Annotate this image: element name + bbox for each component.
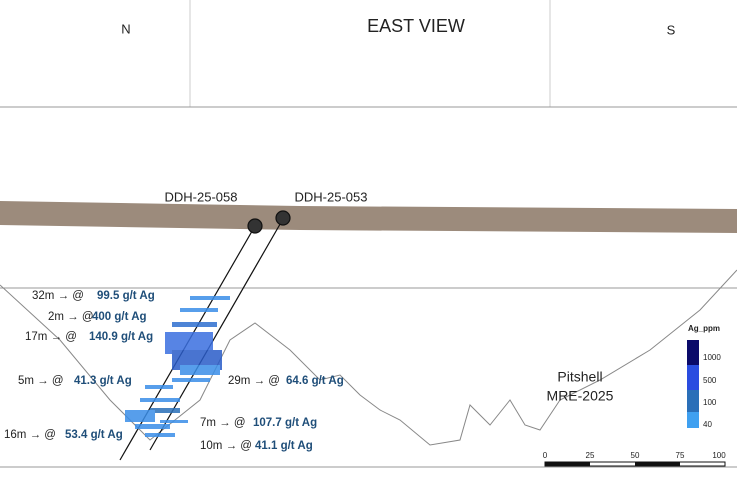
topography-band <box>0 201 737 233</box>
grade: 99.5 g/t Ag <box>97 290 155 302</box>
title: EAST VIEW <box>367 16 465 36</box>
south-label: S <box>667 22 676 37</box>
interval: 2m → @ <box>48 311 94 323</box>
scale-bar: 0 25 50 75 100 <box>543 451 726 467</box>
grade: 41.1 g/t Ag <box>255 440 313 452</box>
grade: 41.3 g/t Ag <box>74 375 132 387</box>
interval: 32m → @ <box>32 290 84 302</box>
legend-level: 100 <box>703 398 717 407</box>
pitshell-label: Pitshell <box>557 369 602 385</box>
pit-outline <box>0 269 737 446</box>
legend: Ag_ppm 1000 500 100 40 <box>687 324 721 429</box>
grade: 400 g/t Ag <box>92 311 147 323</box>
scale-label: 50 <box>631 451 640 460</box>
north-label: N <box>121 21 130 36</box>
drillhole-label: DDH-25-053 <box>295 189 368 204</box>
drillhole-label: DDH-25-058 <box>165 189 238 204</box>
interval: 17m → @ <box>25 331 77 343</box>
scale-label: 0 <box>543 451 548 460</box>
intercepts: 32m → @ 99.5 g/t Ag 2m → @ 400 g/t Ag 17… <box>4 290 344 452</box>
scale-label: 75 <box>676 451 685 460</box>
frame <box>0 0 737 468</box>
grade: 53.4 g/t Ag <box>65 429 123 441</box>
interval: 29m → @ <box>228 375 280 387</box>
legend-level: 40 <box>703 420 712 429</box>
grade: 140.9 g/t Ag <box>89 331 153 343</box>
interval: 7m → @ <box>200 417 246 429</box>
interval: 5m → @ <box>18 375 64 387</box>
legend-level: 500 <box>703 376 717 385</box>
legend-title: Ag_ppm <box>688 324 720 333</box>
pitshell-label: MRE-2025 <box>547 388 614 404</box>
scale-label: 100 <box>712 451 726 460</box>
interval: 16m → @ <box>4 429 56 441</box>
scale-label: 25 <box>586 451 595 460</box>
grade: 64.6 g/t Ag <box>286 375 344 387</box>
assay-intervals <box>125 296 230 437</box>
legend-level: 1000 <box>703 353 721 362</box>
interval: 10m → @ <box>200 440 252 452</box>
grade: 107.7 g/t Ag <box>253 417 317 429</box>
